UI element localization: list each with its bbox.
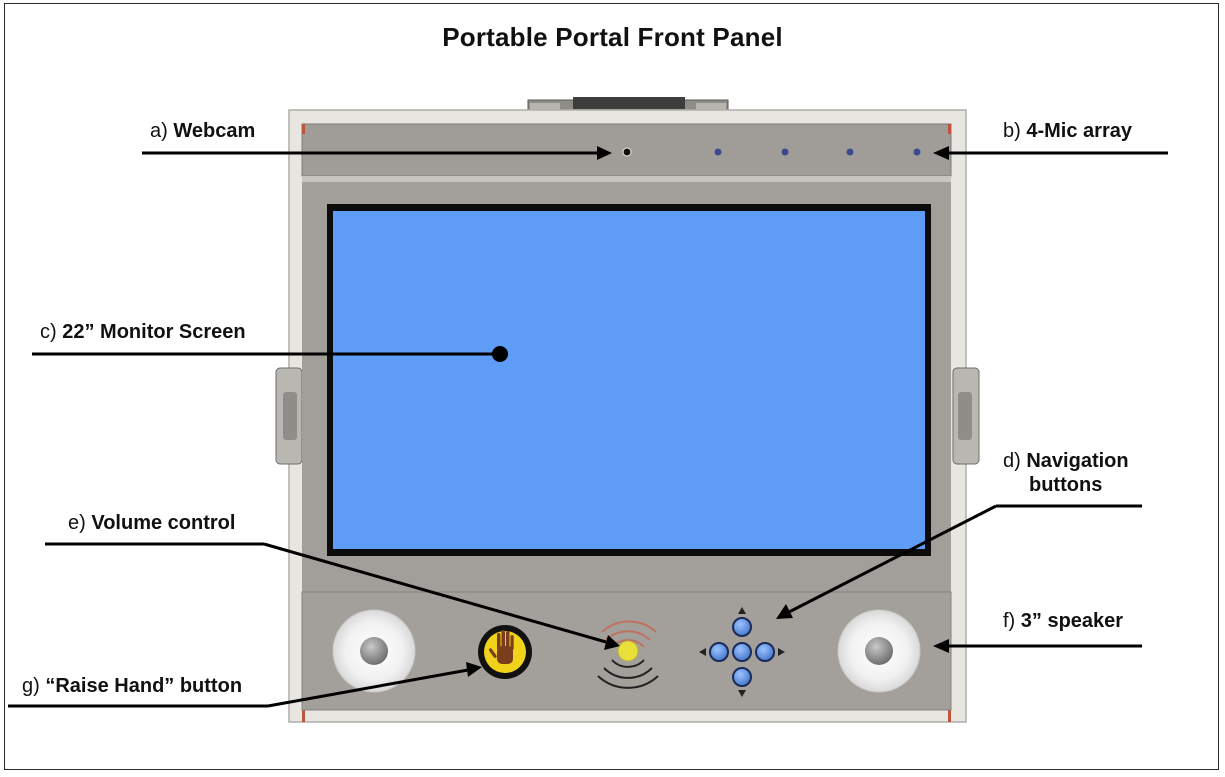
label-prefix: e) bbox=[68, 512, 86, 534]
left-speaker bbox=[332, 609, 416, 693]
figure-title: Portable Portal Front Panel bbox=[442, 22, 783, 52]
webcam-lens bbox=[622, 147, 632, 157]
label-text: Volume control bbox=[91, 512, 236, 534]
label-mic-array: b) 4-Mic array bbox=[1003, 119, 1132, 143]
label-prefix: f) bbox=[1003, 610, 1016, 632]
label-text: 22” Monitor Screen bbox=[62, 321, 246, 343]
label-monitor: c) 22” Monitor Screen bbox=[40, 320, 246, 344]
label-prefix: d) bbox=[1003, 450, 1021, 472]
label-text: “Raise Hand” button bbox=[45, 675, 243, 697]
label-text: 3” speaker bbox=[1020, 610, 1124, 632]
nav-up-button[interactable] bbox=[732, 617, 752, 637]
arrow-right-icon bbox=[778, 648, 785, 656]
monitor-screen bbox=[333, 211, 925, 549]
label-navigation: d) Navigation buttons bbox=[1003, 449, 1129, 497]
arrow-down-icon bbox=[738, 690, 746, 697]
label-prefix: a) bbox=[150, 120, 168, 142]
nav-center-button[interactable] bbox=[732, 642, 752, 662]
label-text: Webcam bbox=[173, 120, 256, 142]
hand-icon bbox=[488, 630, 514, 664]
nav-right-button[interactable] bbox=[755, 642, 775, 662]
arrow-left-icon bbox=[699, 648, 706, 656]
right-latch bbox=[952, 367, 980, 465]
left-latch bbox=[275, 367, 303, 465]
nav-left-button[interactable] bbox=[709, 642, 729, 662]
nav-down-button[interactable] bbox=[732, 667, 752, 687]
label-text: Navigation bbox=[1026, 450, 1129, 472]
leader-lines bbox=[8, 146, 1168, 708]
label-prefix: b) bbox=[1003, 120, 1021, 142]
label-prefix: g) bbox=[22, 675, 40, 697]
label-text: 4-Mic array bbox=[1026, 120, 1132, 142]
label-text-line2: buttons bbox=[1029, 474, 1103, 496]
raise-hand-button[interactable] bbox=[478, 625, 532, 679]
label-webcam: a) Webcam bbox=[150, 119, 255, 143]
mic-array bbox=[714, 148, 921, 156]
navigation-buttons[interactable] bbox=[699, 607, 785, 697]
right-speaker bbox=[837, 609, 921, 693]
label-speaker: f) 3” speaker bbox=[1003, 609, 1123, 633]
arrow-up-icon bbox=[738, 607, 746, 614]
figure-border bbox=[4, 3, 1219, 770]
label-volume: e) Volume control bbox=[68, 511, 235, 535]
label-prefix: c) bbox=[40, 321, 57, 343]
label-raise-hand: g) “Raise Hand” button bbox=[22, 674, 242, 698]
